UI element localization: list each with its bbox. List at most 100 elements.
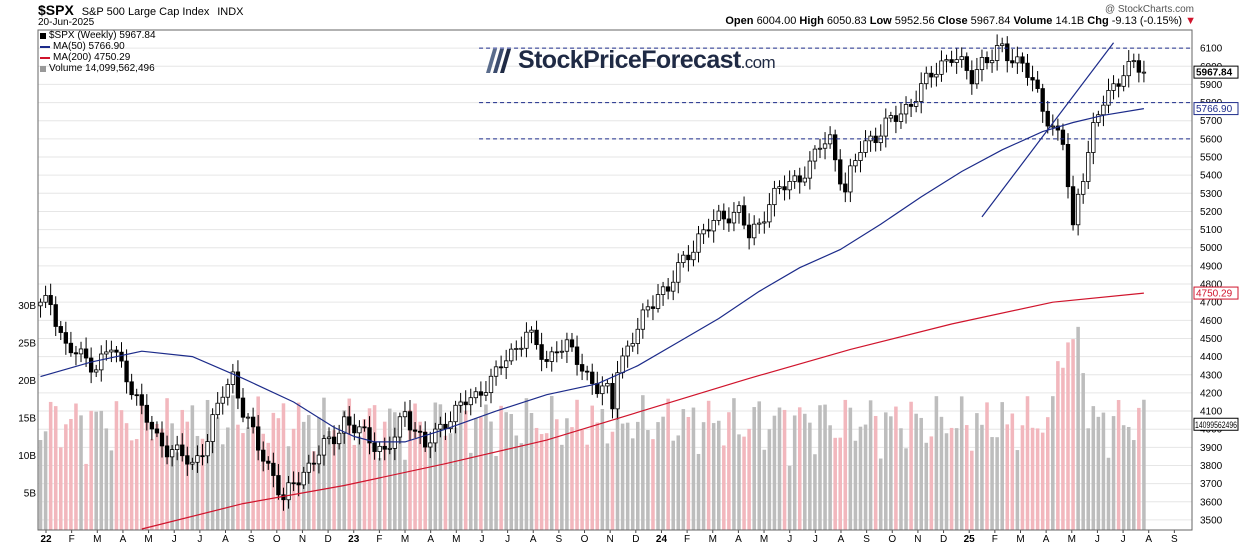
candle-body (235, 371, 241, 399)
candle-body (352, 424, 357, 434)
candle-body (362, 426, 367, 429)
volume-bar (119, 410, 124, 530)
candle-body (336, 432, 342, 445)
candle-body (205, 441, 210, 457)
price-tick-label: 4200 (1200, 388, 1223, 399)
volume-bar (944, 433, 949, 530)
candle-body (959, 56, 964, 61)
volume-bar (43, 431, 48, 530)
x-tick-label: A (222, 534, 229, 545)
candle-body (782, 186, 787, 191)
volume-bar (1091, 406, 1096, 530)
volume-bar (332, 430, 336, 530)
candle-body (686, 254, 691, 261)
candle-body (58, 326, 63, 333)
price-tick-label: 5900 (1200, 80, 1223, 91)
candle-body (38, 301, 43, 307)
volume-bar (676, 435, 681, 530)
volume-bar (1010, 413, 1015, 530)
volume-bar (615, 397, 620, 530)
candle-body (913, 101, 919, 107)
candle-body (326, 436, 332, 439)
x-tick-label: D (632, 534, 639, 545)
volume-bar (651, 439, 655, 530)
open-value: 6004.00 (756, 15, 797, 27)
volume-bar (919, 417, 923, 530)
volume-bar (463, 410, 468, 530)
volume-bar (129, 440, 134, 530)
legend-price: $SPX (Weekly) 5967.84 (40, 30, 156, 41)
volume-bar (701, 422, 706, 530)
candle-body (1010, 60, 1015, 64)
volume-bar (175, 452, 179, 530)
volume-tick-label: 30B (18, 301, 36, 312)
candle-body (908, 104, 914, 107)
volume-bar (752, 407, 756, 530)
volume-bar (251, 420, 255, 530)
candle-body (78, 348, 84, 355)
volume-bar (205, 399, 210, 530)
volume-bar (1061, 367, 1065, 530)
candle-body (787, 180, 792, 191)
volume-bar (150, 439, 154, 530)
x-tick-label: 24 (656, 534, 668, 545)
volume-bar (808, 422, 812, 530)
volume-bar (970, 450, 974, 530)
candle-body (772, 187, 777, 206)
plot-frame (37, 29, 1193, 531)
volume-bar (924, 442, 929, 530)
candle-body (650, 306, 656, 309)
candle-body (225, 384, 230, 398)
volume-bar (899, 428, 903, 530)
candle-body (1081, 181, 1086, 195)
volume-bar (889, 416, 893, 530)
candle-body (139, 394, 144, 406)
volume-bar (428, 442, 433, 530)
volume-bar (782, 409, 787, 530)
x-tick-label: M (1016, 534, 1024, 545)
volume-bar (362, 419, 367, 530)
volume-bar (539, 434, 544, 530)
volume-bar (468, 452, 473, 530)
volume-bar (342, 410, 346, 530)
volume-bar (975, 413, 979, 530)
candle-body (382, 445, 387, 450)
volume-bar (803, 413, 807, 530)
candle-body (1075, 193, 1081, 226)
candle-body (807, 160, 813, 179)
price-tag-box (1193, 102, 1239, 116)
volume-bar (1051, 396, 1055, 530)
volume-bar (74, 403, 78, 530)
volume-bar (868, 400, 873, 530)
x-tick-label: M (93, 534, 101, 545)
volume-bar (555, 419, 559, 530)
volume-bar (985, 402, 989, 530)
candle-body (812, 148, 818, 162)
volume-bar (200, 438, 205, 530)
candle-body (438, 423, 443, 430)
candle-body (1116, 83, 1121, 87)
candle-body (898, 113, 904, 122)
volume-bar (929, 436, 934, 530)
candle-body (1141, 71, 1147, 74)
volume-bar (762, 449, 767, 530)
volume-bar (64, 424, 68, 530)
candle-body (559, 350, 565, 353)
symbol-description: S&P 500 Large Cap Index (81, 6, 210, 18)
candle-body (883, 117, 888, 137)
volume-bar (210, 420, 215, 530)
candle-body (296, 482, 301, 486)
volume-label: Volume (1013, 15, 1053, 27)
candle-body (458, 401, 463, 406)
candle-body (99, 353, 104, 371)
candle-body (741, 205, 747, 226)
candle-body (1030, 77, 1035, 81)
volume-bar (630, 438, 635, 530)
candle-body (660, 286, 666, 295)
candle-body (817, 147, 823, 150)
brand-logo-icon (486, 48, 511, 73)
volume-bar (777, 407, 782, 530)
volume-bar (884, 412, 888, 530)
candle-body (342, 416, 347, 434)
volume-bar (610, 431, 615, 530)
